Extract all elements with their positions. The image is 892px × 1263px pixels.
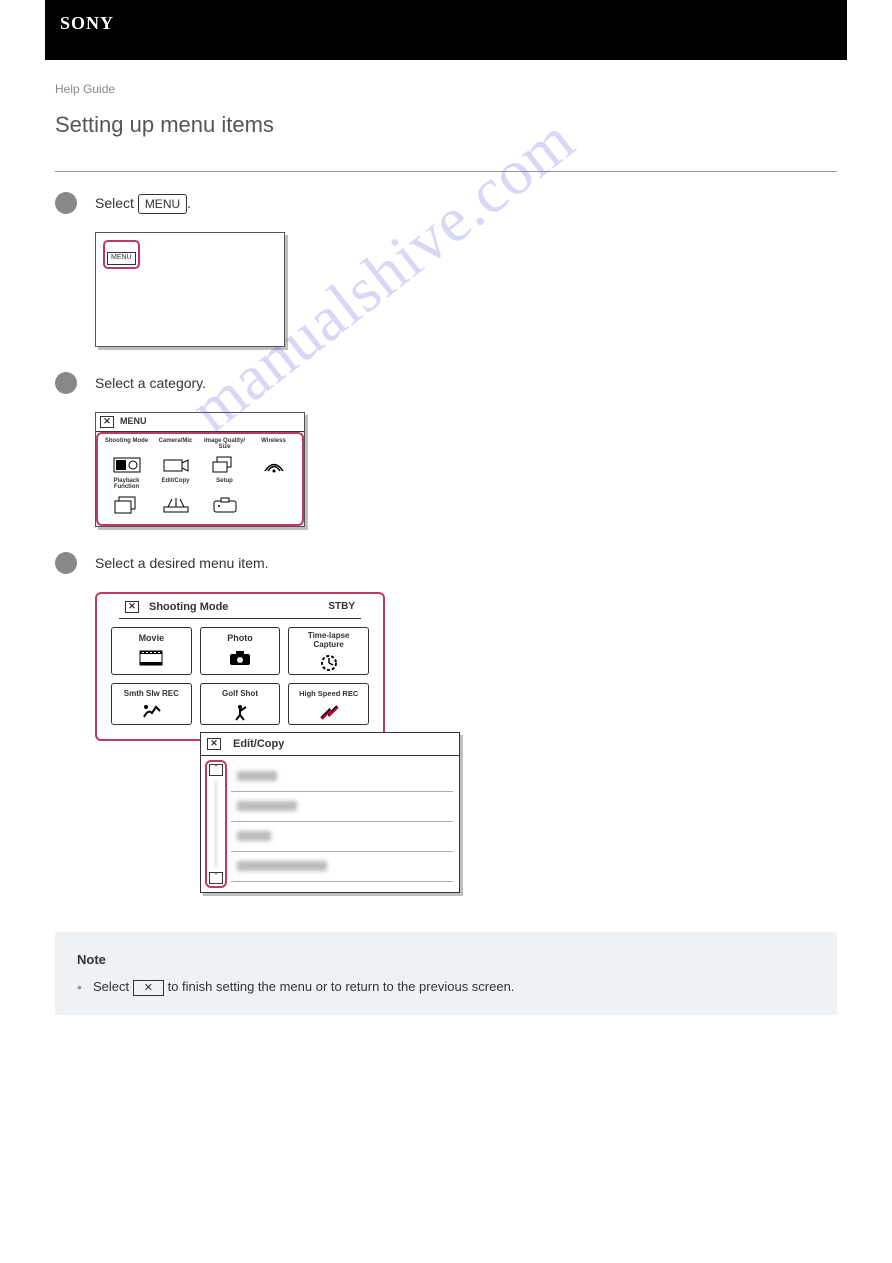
divider <box>55 171 837 172</box>
camera-mic-icon <box>153 454 198 476</box>
category-edit-copy[interactable]: Edit/Copy <box>153 478 198 516</box>
menu-mini-label[interactable]: MENU <box>107 252 136 265</box>
scroll-highlight: ˆ ˇ <box>205 760 227 888</box>
mode-photo[interactable]: Photo <box>200 627 281 675</box>
step1-pre: Select <box>95 195 138 211</box>
step-number: 2 <box>55 372 77 394</box>
blurred-label <box>237 801 297 811</box>
mode-golfshot[interactable]: Golf Shot <box>200 683 281 725</box>
option-list <box>231 756 459 892</box>
screen-blank: MENU <box>95 232 285 347</box>
mode-movie[interactable]: Movie <box>111 627 192 675</box>
sub2-body: ˆ ˇ <box>201 756 459 892</box>
golfshot-icon <box>203 702 278 722</box>
close-icon[interactable]: ✕ <box>207 738 221 750</box>
close-icon[interactable]: ✕ <box>100 416 114 428</box>
shooting-mode-panel-highlight: ✕ Shooting Mode STBY Movie Photo Time-la… <box>95 592 385 741</box>
step-number: 3 <box>55 552 77 574</box>
sub2-title: Edit/Copy <box>233 736 284 753</box>
page-title: Setting up menu items <box>55 108 837 141</box>
note-list: Select ✕ to finish setting the menu or t… <box>77 977 815 997</box>
playback-icon <box>104 494 149 516</box>
note-box: Note Select ✕ to finish setting the menu… <box>55 932 837 1015</box>
category-grid-highlight: Shooting Mode Camera/Mic Image Quality/ … <box>96 432 304 526</box>
close-icon[interactable]: ✕ <box>125 601 139 613</box>
category-wireless[interactable]: Wireless <box>251 438 296 476</box>
movie-icon <box>114 648 189 668</box>
setup-icon <box>202 494 247 516</box>
list-item[interactable] <box>231 822 453 852</box>
list-item[interactable] <box>231 852 453 882</box>
category-shooting-mode[interactable]: Shooting Mode <box>104 438 149 476</box>
sub2-header: ✕ Edit/Copy <box>201 733 459 757</box>
mode-highspeed[interactable]: High Speed REC <box>288 683 369 725</box>
brand-logo: SONY <box>60 10 114 37</box>
image-quality-icon <box>202 454 247 476</box>
mode-smthslw[interactable]: Smth Slw REC <box>111 683 192 725</box>
breadcrumb: Help Guide <box>55 80 837 98</box>
step-text: Select MENU. <box>95 192 191 214</box>
wireless-icon <box>251 454 296 476</box>
edit-copy-icon <box>153 494 198 516</box>
step-text: Select a desired menu item. <box>95 552 269 574</box>
figure-3: ✕ Shooting Mode STBY Movie Photo Time-la… <box>95 592 837 912</box>
up-arrow-icon[interactable]: ˆ <box>209 764 223 776</box>
step-2: 2 Select a category. <box>55 372 837 394</box>
scroll-track[interactable] <box>214 780 218 868</box>
top-bar: SONY <box>45 0 847 60</box>
sub1-header: ✕ Shooting Mode STBY <box>119 596 361 620</box>
figure-1: MENU <box>95 232 837 347</box>
content: Help Guide Setting up menu items 1 Selec… <box>0 60 892 1075</box>
blurred-label <box>237 831 271 841</box>
step-number: 1 <box>55 192 77 214</box>
page: manualshive.com SONY Help Guide Setting … <box>0 0 892 1075</box>
note-item: Select ✕ to finish setting the menu or t… <box>77 977 815 997</box>
category-playback[interactable]: Playback Function <box>104 478 149 516</box>
menu-categories-screen: ✕ MENU Shooting Mode Camera/Mic Image Qu… <box>95 412 305 527</box>
category-setup[interactable]: Setup <box>202 478 247 516</box>
list-item[interactable] <box>231 792 453 822</box>
step-1: 1 Select MENU. <box>55 192 837 214</box>
mode-grid: Movie Photo Time-lapse Capture Smth Slw … <box>97 619 383 739</box>
shooting-mode-icon <box>104 454 149 476</box>
menu-mini-highlight: MENU <box>103 240 140 269</box>
step-3: 3 Select a desired menu item. <box>55 552 837 574</box>
photo-icon <box>203 648 278 668</box>
fig2-title: MENU <box>120 415 147 429</box>
step1-post: . <box>187 195 191 211</box>
edit-copy-panel: ✕ Edit/Copy ˆ ˇ <box>200 732 460 894</box>
highspeed-icon <box>291 701 366 721</box>
menu-button[interactable]: MENU <box>138 194 187 214</box>
figure-2: ✕ MENU Shooting Mode Camera/Mic Image Qu… <box>95 412 837 527</box>
step-text: Select a category. <box>95 372 206 394</box>
category-camera-mic[interactable]: Camera/Mic <box>153 438 198 476</box>
smthslw-icon <box>114 702 189 722</box>
timelapse-icon <box>291 652 366 672</box>
blurred-label <box>237 861 327 871</box>
down-arrow-icon[interactable]: ˇ <box>209 872 223 884</box>
x-key[interactable]: ✕ <box>133 980 164 996</box>
mode-timelapse[interactable]: Time-lapse Capture <box>288 627 369 675</box>
note-title: Note <box>77 950 815 970</box>
category-image-quality[interactable]: Image Quality/ Size <box>202 438 247 476</box>
blurred-label <box>237 771 277 781</box>
stby-label: STBY <box>328 599 355 614</box>
list-item[interactable] <box>231 762 453 792</box>
note-pre: Select <box>93 979 133 994</box>
fig2-header: ✕ MENU <box>96 413 304 432</box>
note-post: to finish setting the menu or to return … <box>164 979 514 994</box>
sub1-title: Shooting Mode <box>149 599 228 616</box>
